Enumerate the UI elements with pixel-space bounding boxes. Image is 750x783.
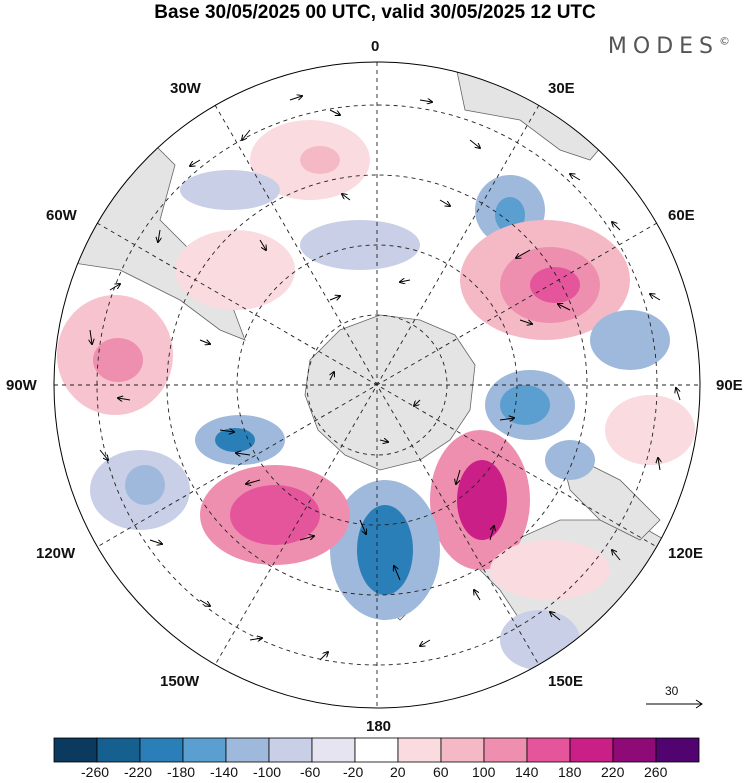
label-lon-30w: 30W bbox=[170, 80, 201, 97]
label-lon-150e: 150E bbox=[548, 673, 584, 690]
label-lon-120e: 120E bbox=[668, 545, 704, 562]
colorbar-tick-label: -140 bbox=[210, 764, 239, 780]
colorbar-tick-label: 20 bbox=[390, 764, 406, 780]
label-lon-60e: 60E bbox=[668, 207, 695, 224]
colorbar-tick-label: -260 bbox=[81, 764, 110, 780]
colorbar-tick-label: 100 bbox=[472, 764, 496, 780]
wind-vectors bbox=[90, 96, 681, 661]
brand-text: MODES bbox=[607, 34, 719, 59]
colorbar-tick-label: -100 bbox=[253, 764, 282, 780]
label-lon-0: 0 bbox=[371, 38, 380, 55]
colorbar-tick-label: -60 bbox=[300, 764, 321, 780]
map-title: Base 30/05/2025 00 UTC, valid 30/05/2025… bbox=[154, 2, 596, 23]
colorbar-tick-label: 180 bbox=[558, 764, 582, 780]
colorbar-tick-label: 260 bbox=[644, 764, 668, 780]
label-lon-90e: 90E bbox=[716, 377, 743, 394]
graticule bbox=[54, 62, 700, 708]
colorbar-tick-label: 60 bbox=[433, 764, 449, 780]
label-lon-30e: 30E bbox=[548, 80, 575, 97]
map-disc bbox=[54, 62, 700, 708]
label-lon-120w: 120W bbox=[36, 545, 76, 562]
reference-vector-arrow bbox=[646, 699, 703, 709]
label-lon-60w: 60W bbox=[46, 207, 77, 224]
colorbar-tick-label: -180 bbox=[167, 764, 196, 780]
reference-vector-label: 30 bbox=[665, 684, 679, 698]
modes-logo: MODES© bbox=[608, 34, 730, 59]
label-lon-90w: 90W bbox=[6, 377, 37, 394]
label-lon-150w: 150W bbox=[160, 673, 200, 690]
colorbar-tick-label: 220 bbox=[601, 764, 625, 780]
label-lon-180: 180 bbox=[366, 718, 392, 735]
colorbar-tick-label: -220 bbox=[124, 764, 153, 780]
colorbar-tick-label: 140 bbox=[515, 764, 539, 780]
colorbar-tick-label: -20 bbox=[343, 764, 364, 780]
brand-copyright-mark: © bbox=[719, 34, 730, 48]
